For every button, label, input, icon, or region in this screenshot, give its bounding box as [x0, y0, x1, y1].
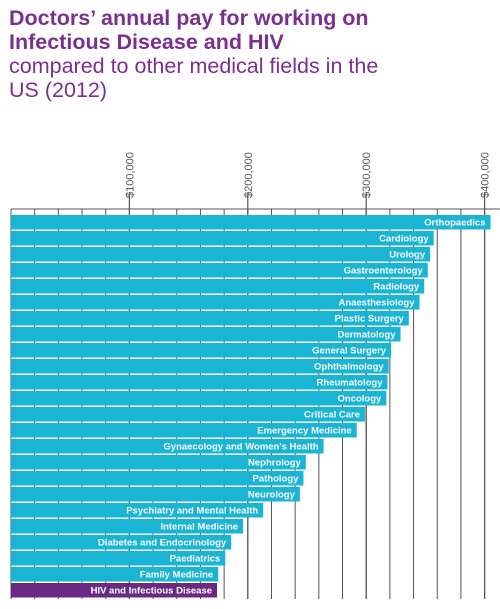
bar-label: Rheumatology — [317, 378, 384, 389]
bar — [11, 487, 300, 502]
bar-label: Dermatology — [337, 330, 396, 341]
bar — [11, 471, 304, 486]
chart-title: Doctors’ annual pay for working on Infec… — [9, 6, 369, 54]
bar-label: Critical Care — [304, 410, 360, 421]
bar-label: General Surgery — [312, 346, 387, 357]
bar — [11, 519, 244, 534]
bar-label: Internal Medicine — [160, 522, 238, 533]
bar-label: Urology — [389, 250, 426, 261]
bar-label: Paediatrics — [170, 554, 221, 565]
bar-label: Ophthalmology — [314, 362, 384, 373]
bar — [11, 391, 387, 406]
bar-label: Nephrology — [248, 458, 301, 469]
bar — [11, 423, 357, 438]
bar — [11, 279, 425, 294]
x-tick-label: $400,000 — [480, 152, 492, 198]
bar-label: Oncology — [338, 394, 383, 405]
bar-label: HIV and Infectious Disease — [91, 586, 212, 597]
bar-label: Anaesthesiology — [338, 298, 415, 309]
bar — [11, 583, 218, 598]
bar — [11, 551, 226, 566]
bar-label: Family Medicine — [140, 570, 213, 581]
bar-label: Emergency Medicine — [257, 426, 352, 437]
bar — [11, 359, 389, 374]
bar — [11, 311, 409, 326]
bar-label: Cardiology — [379, 234, 429, 245]
bar — [11, 535, 232, 550]
bar-label: Psychiatry and Mental Health — [126, 506, 258, 517]
bar — [11, 343, 392, 358]
x-tick-label: $100,000 — [124, 152, 136, 198]
bar — [11, 455, 306, 470]
chart-title-block: Doctors’ annual pay for working on Infec… — [9, 6, 489, 102]
bar — [11, 375, 388, 390]
bar — [11, 439, 324, 454]
bar-label: Gastroenterology — [344, 266, 424, 277]
bar-label: Gynaecology and Women's Health — [163, 442, 318, 453]
bar — [11, 295, 420, 310]
bar — [11, 327, 401, 342]
bar — [11, 231, 434, 246]
bar — [11, 263, 428, 278]
bar — [11, 503, 264, 518]
bar-label: Neurology — [248, 490, 296, 501]
bar-label: Diabetes and Endocrinology — [98, 538, 227, 549]
bar-label: Orthopaedics — [424, 218, 485, 229]
bar — [11, 567, 219, 582]
bar-label: Radiology — [373, 282, 420, 293]
bar — [11, 247, 431, 262]
x-tick-label: $300,000 — [361, 152, 373, 198]
bar — [11, 215, 491, 230]
bar-label: Plastic Surgery — [335, 314, 405, 325]
chart-subtitle: compared to other medical fields in the … — [9, 54, 379, 102]
bar — [11, 407, 366, 422]
x-tick-label: $200,000 — [243, 152, 255, 198]
bar-label: Pathology — [253, 474, 300, 485]
